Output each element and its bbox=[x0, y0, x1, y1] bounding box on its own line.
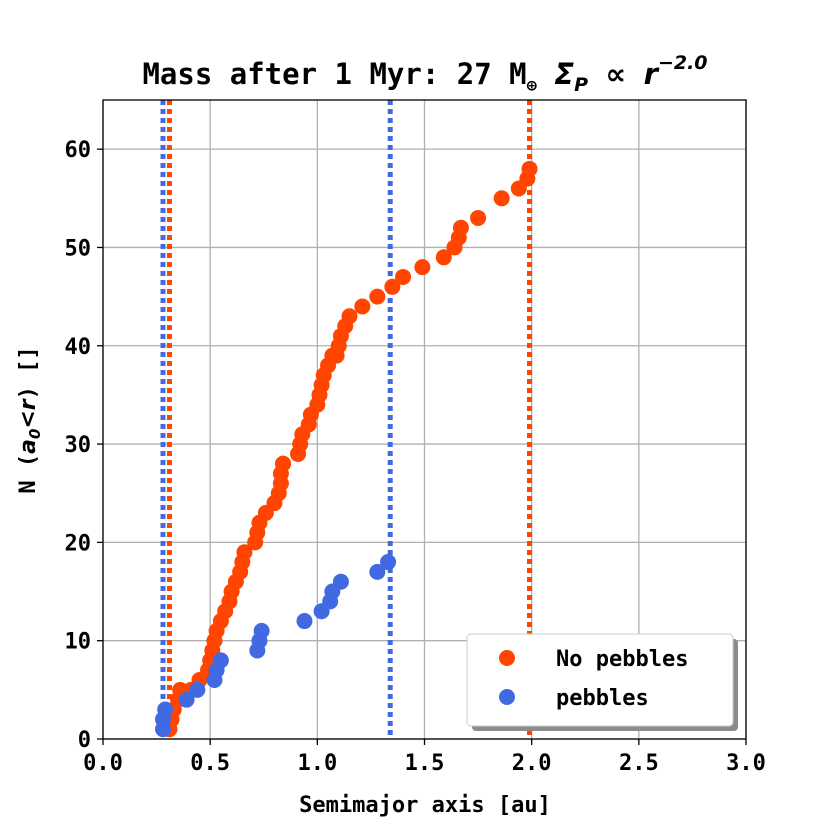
no-pebbles-point bbox=[369, 288, 386, 305]
x-tick-label: 2.5 bbox=[619, 751, 659, 776]
no-pebbles-point bbox=[275, 455, 292, 472]
title-earth-symbol: ⊕ bbox=[527, 76, 538, 96]
y-tick-label: 0 bbox=[78, 728, 91, 753]
ylabel-lt: < bbox=[16, 410, 41, 428]
legend-box bbox=[466, 633, 734, 727]
pebbles-point bbox=[178, 691, 195, 708]
x-tick-label: 2.0 bbox=[512, 751, 552, 776]
ylabel-r: r bbox=[16, 398, 41, 410]
x-tick-label: 0.0 bbox=[83, 751, 123, 776]
y-tick-label: 40 bbox=[65, 335, 92, 360]
title-propto: ∝ bbox=[606, 57, 627, 91]
pebbles-point bbox=[189, 681, 206, 698]
y-tick-label: 60 bbox=[65, 138, 92, 163]
title-r: r bbox=[644, 57, 660, 91]
legend-marker-pebbles bbox=[499, 689, 515, 705]
no-pebbles-point bbox=[236, 544, 253, 561]
ylabel-prefix: N ( bbox=[16, 454, 41, 494]
no-pebbles-point bbox=[341, 308, 358, 325]
no-pebbles-point bbox=[435, 249, 452, 266]
no-pebbles-point bbox=[384, 278, 401, 295]
ylabel-a: a bbox=[16, 439, 41, 454]
x-axis-label: Semimajor axis [au] bbox=[299, 793, 551, 818]
title-sigma: Σ bbox=[554, 57, 574, 91]
ylabel-suffix: ) [] bbox=[16, 346, 41, 399]
y-axis-label: N (a0<r) [] bbox=[16, 346, 44, 493]
chart-title: Mass after 1 Myr: 27 M⊕ ΣP ∝ r−2.0 bbox=[142, 52, 707, 96]
pebbles-point bbox=[157, 701, 174, 718]
pebbles-point bbox=[253, 622, 270, 639]
title-exponent: −2.0 bbox=[658, 52, 708, 74]
title-prefix: Mass after 1 Myr: 27 M bbox=[142, 57, 526, 91]
legend-label-no-pebbles: No pebbles bbox=[556, 647, 688, 672]
data-points bbox=[155, 160, 538, 738]
y-tick-label: 10 bbox=[65, 630, 92, 655]
no-pebbles-point bbox=[354, 298, 371, 315]
y-tick-label: 20 bbox=[65, 531, 92, 556]
x-tick-label: 1.5 bbox=[405, 751, 445, 776]
x-tick-label: 1.0 bbox=[297, 751, 337, 776]
legend-marker-no-pebbles bbox=[499, 650, 515, 666]
no-pebbles-point bbox=[414, 259, 431, 276]
x-tick-label: 3.0 bbox=[726, 751, 766, 776]
no-pebbles-point bbox=[452, 219, 469, 236]
pebbles-point bbox=[296, 613, 313, 630]
y-axis-ticks: 0 10 20 30 40 50 60 bbox=[65, 138, 103, 753]
no-pebbles-point bbox=[493, 190, 510, 207]
title-sigma-sub: P bbox=[574, 74, 588, 96]
legend-label-pebbles: pebbles bbox=[556, 686, 649, 711]
x-tick-label: 0.5 bbox=[190, 751, 230, 776]
no-pebbles-point bbox=[470, 209, 487, 226]
x-axis-ticks: 0.0 0.5 1.0 1.5 2.0 2.5 3.0 bbox=[83, 739, 766, 776]
pebbles-point bbox=[380, 554, 397, 571]
legend: No pebbles pebbles bbox=[466, 633, 738, 731]
ylabel-a-sub: 0 bbox=[26, 429, 44, 439]
y-tick-label: 30 bbox=[65, 433, 92, 458]
no-pebbles-point bbox=[395, 268, 412, 285]
y-tick-label: 50 bbox=[65, 236, 92, 261]
pebbles-point bbox=[212, 652, 229, 669]
radius-markers bbox=[160, 100, 533, 739]
pebbles-point bbox=[332, 573, 349, 590]
pebbles-point bbox=[369, 563, 386, 580]
no-pebbles-point bbox=[521, 160, 538, 177]
